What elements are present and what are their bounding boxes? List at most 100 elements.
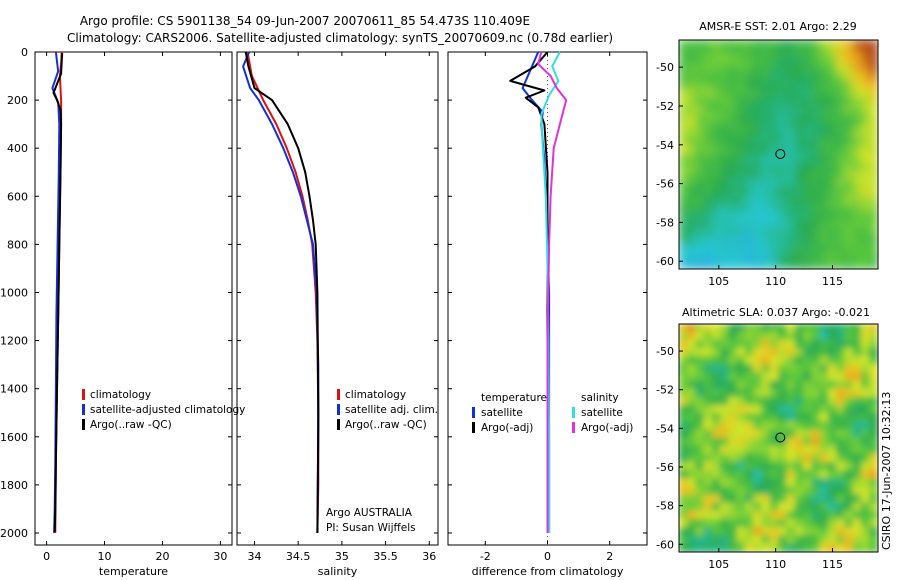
sst-cell bbox=[728, 235, 738, 245]
csiro-timestamp: CSIRO 17-Jun-2007 10:32:13 bbox=[880, 392, 893, 550]
sla-cell bbox=[711, 445, 721, 455]
sla-cell bbox=[736, 453, 746, 463]
sst-cell bbox=[836, 219, 846, 229]
sla-cell bbox=[703, 421, 713, 431]
sst-cell bbox=[836, 40, 846, 49]
sst-cell bbox=[720, 80, 730, 90]
legend-label: satellite bbox=[481, 407, 523, 419]
sla-cell bbox=[695, 518, 705, 528]
sla-map-panel: Altimetric SLA: 0.037 Argo: -0.021 105 11… bbox=[656, 306, 879, 571]
sst-cell bbox=[695, 186, 705, 196]
sst-cell bbox=[769, 227, 779, 237]
sla-cell bbox=[819, 380, 829, 390]
sst-cell bbox=[769, 154, 779, 164]
sla-cell bbox=[794, 380, 804, 390]
sla-cell bbox=[794, 461, 804, 471]
sst-cell bbox=[736, 88, 746, 98]
sla-cell bbox=[703, 413, 713, 423]
sla-cell bbox=[778, 380, 788, 390]
sla-cell bbox=[703, 429, 713, 439]
sst-cell bbox=[753, 203, 763, 213]
y-tick-label: -52 bbox=[656, 100, 674, 113]
sla-cell bbox=[778, 494, 788, 504]
sla-cell bbox=[802, 331, 813, 341]
sst-cell bbox=[860, 47, 871, 57]
sst-cell bbox=[802, 178, 813, 188]
sla-cell bbox=[802, 339, 813, 349]
sla-cell bbox=[679, 364, 688, 374]
sla-cell bbox=[844, 461, 854, 471]
sla-cell bbox=[827, 543, 838, 552]
sst-cell bbox=[786, 244, 796, 254]
sst-cell bbox=[753, 55, 763, 66]
sst-cell bbox=[778, 219, 788, 229]
sst-cell bbox=[869, 203, 878, 213]
sst-cell bbox=[778, 80, 788, 90]
sst-cell bbox=[869, 104, 878, 115]
sla-cell bbox=[811, 331, 821, 341]
x-tick-label: 30 bbox=[213, 550, 227, 563]
sst-cell bbox=[786, 104, 796, 115]
sst-cell bbox=[786, 162, 796, 172]
sst-cell bbox=[686, 88, 697, 98]
sst-cell bbox=[794, 227, 804, 237]
sla-cell bbox=[811, 510, 821, 520]
sst-cell bbox=[786, 170, 796, 180]
sst-cell bbox=[844, 260, 854, 269]
sst-cell bbox=[769, 121, 779, 131]
sla-cell bbox=[802, 527, 813, 537]
sla-cell bbox=[761, 518, 771, 528]
sla-cell bbox=[852, 388, 862, 398]
sla-cell bbox=[794, 486, 804, 496]
sla-cell bbox=[827, 518, 838, 528]
sst-cell bbox=[679, 235, 688, 245]
sla-cell bbox=[761, 331, 771, 341]
sla-cell bbox=[844, 510, 854, 520]
sst-cell bbox=[686, 211, 697, 221]
sla-cell bbox=[811, 339, 821, 349]
sla-cell bbox=[794, 527, 804, 537]
sla-cell bbox=[769, 527, 779, 537]
sla-cell bbox=[778, 356, 788, 366]
sla-cell bbox=[827, 453, 838, 463]
sst-cell bbox=[852, 104, 862, 115]
sst-cell bbox=[802, 55, 813, 66]
sla-cell bbox=[819, 502, 829, 512]
sst-cell bbox=[761, 260, 771, 269]
sst-cell bbox=[794, 186, 804, 196]
sla-cell bbox=[844, 404, 854, 414]
sst-cell bbox=[769, 55, 779, 66]
sla-cell bbox=[836, 324, 846, 333]
sla-cell bbox=[711, 461, 721, 471]
sst-cell bbox=[769, 104, 779, 115]
sst-cell bbox=[794, 72, 804, 82]
sst-cell bbox=[744, 47, 755, 57]
sla-cell bbox=[802, 347, 813, 357]
sla-cell bbox=[827, 331, 838, 341]
sla-cell bbox=[744, 396, 755, 406]
sst-cell bbox=[769, 137, 779, 147]
sla-cell bbox=[736, 437, 746, 447]
sla-cell bbox=[860, 527, 871, 537]
sst-cell bbox=[786, 72, 796, 82]
sla-cell bbox=[869, 518, 878, 528]
sst-cell bbox=[852, 178, 862, 188]
sst-cell bbox=[844, 72, 854, 82]
sst-cell bbox=[769, 186, 779, 196]
sla-cell bbox=[679, 486, 688, 496]
sst-cell bbox=[786, 121, 796, 131]
sst-cell bbox=[711, 162, 721, 172]
sla-cell bbox=[769, 324, 779, 333]
sst-cell bbox=[819, 219, 829, 229]
sla-cell bbox=[769, 461, 779, 471]
sla-cell bbox=[711, 388, 721, 398]
sst-cell bbox=[794, 88, 804, 98]
sla-cell bbox=[860, 404, 871, 414]
sla-cell bbox=[728, 339, 738, 349]
sla-cell bbox=[811, 543, 821, 552]
sst-cell bbox=[736, 211, 746, 221]
sla-cell bbox=[720, 331, 730, 341]
sst-cell bbox=[679, 211, 688, 221]
sst-cell bbox=[711, 227, 721, 237]
sla-cell bbox=[686, 404, 697, 414]
